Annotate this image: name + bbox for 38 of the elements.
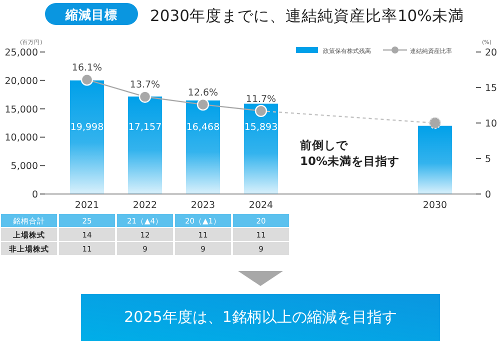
data-label: 12.6% <box>188 88 218 99</box>
data-label: 17,157 <box>128 122 162 133</box>
bar <box>244 104 278 194</box>
bar <box>186 100 220 194</box>
data-label: 16,468 <box>186 122 220 133</box>
annotation: 前倒しで 10%未満を目指す <box>299 138 400 168</box>
y2-tick-label: 20 <box>485 48 498 58</box>
x-tick-label: 2023 <box>190 200 216 211</box>
chart-title: 2030年度までに、連結純資産比率10%未満 <box>150 7 464 25</box>
y2-tick-label: 5 <box>485 154 492 165</box>
y-tick-label: 5,000 <box>10 161 38 172</box>
x-tick-label: 2030 <box>422 200 448 211</box>
data-label: 11.7% <box>246 94 276 105</box>
point <box>254 104 268 118</box>
y2-tick-label: 0 <box>485 190 492 200</box>
y2-tick-label: 10 <box>485 118 498 130</box>
y-tick-label: 20,000 <box>4 76 38 87</box>
y-tick-label: 25,000 <box>4 48 38 58</box>
bar <box>70 80 104 194</box>
bar <box>128 96 162 194</box>
point <box>428 116 442 130</box>
point <box>196 98 210 111</box>
y-tick-label: 15,000 <box>4 104 38 116</box>
point <box>80 74 94 86</box>
data-label: 15,893 <box>244 122 278 133</box>
text: 2025年度は、1銘柄以上の縮減を目指す <box>124 308 397 326</box>
data-label: 16.1% <box>72 62 102 74</box>
point <box>138 90 152 103</box>
bar <box>418 126 452 194</box>
y-tick-label: 10,000 <box>4 132 38 144</box>
y2-tick-label: 15 <box>485 83 498 94</box>
x-tick-label: 2022 <box>132 200 158 211</box>
data-label: 19,998 <box>70 122 104 133</box>
data-label: 13.7% <box>130 80 160 91</box>
y-tick-label: 0 <box>32 190 38 200</box>
x-tick-label: 2024 <box>248 200 274 211</box>
x-tick-label: 2021 <box>74 200 100 211</box>
text: 縮減目標 <box>64 7 118 22</box>
